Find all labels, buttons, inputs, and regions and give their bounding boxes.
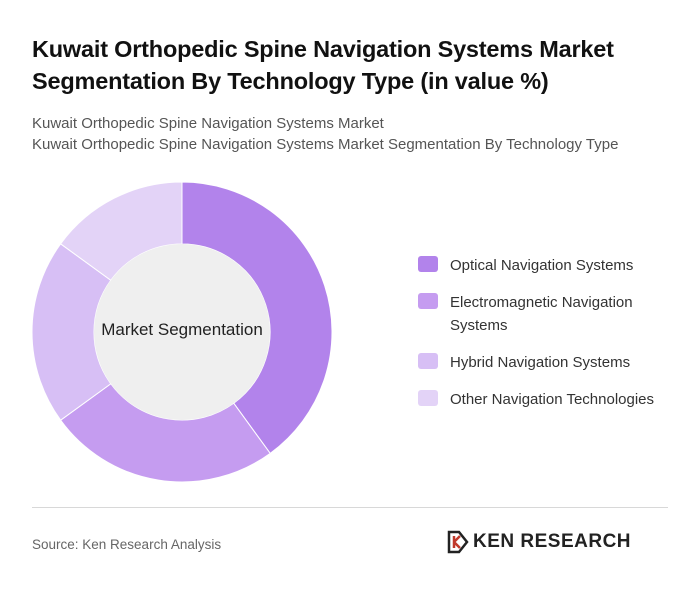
legend-item: Electromagnetic Navigation Systems — [418, 291, 678, 337]
legend-label: Other Navigation Technologies — [450, 391, 655, 408]
legend-label: Optical Navigation Systems — [450, 257, 634, 274]
legend-swatch — [418, 390, 438, 406]
legend-label: Electromagnetic Navigation Systems — [450, 294, 633, 334]
chart-subtitle: Kuwait Orthopedic Spine Navigation Syste… — [32, 113, 682, 155]
title-line-1: Kuwait Orthopedic Spine Navigation Syste… — [32, 36, 614, 62]
brand-name: KEN RESEARCH — [473, 531, 632, 552]
chart-title: Kuwait Orthopedic Spine Navigation Syste… — [32, 33, 672, 97]
legend-swatch — [418, 256, 438, 272]
ken-research-logo-icon — [447, 530, 469, 554]
subtitle-line-2: Kuwait Orthopedic Spine Navigation Syste… — [32, 136, 619, 153]
chart-legend: Optical Navigation Systems Electromagneti… — [418, 254, 678, 425]
legend-item: Optical Navigation Systems — [418, 254, 678, 277]
subtitle-line-1: Kuwait Orthopedic Spine Navigation Syste… — [32, 115, 384, 132]
ken-research-logo: KEN RESEARCH — [447, 530, 631, 554]
donut-chart — [31, 181, 333, 483]
donut-hole — [94, 244, 270, 420]
legend-swatch — [418, 353, 438, 369]
footer-divider — [32, 507, 668, 508]
legend-label: Hybrid Navigation Systems — [450, 354, 631, 371]
source-note: Source: Ken Research Analysis — [32, 537, 222, 552]
title-line-2: Segmentation By Technology Type (in valu… — [32, 68, 549, 94]
legend-item: Hybrid Navigation Systems — [418, 351, 678, 374]
legend-swatch — [418, 293, 438, 309]
donut-center-label: Market Segmentation — [101, 320, 263, 339]
legend-item: Other Navigation Technologies — [418, 388, 678, 411]
